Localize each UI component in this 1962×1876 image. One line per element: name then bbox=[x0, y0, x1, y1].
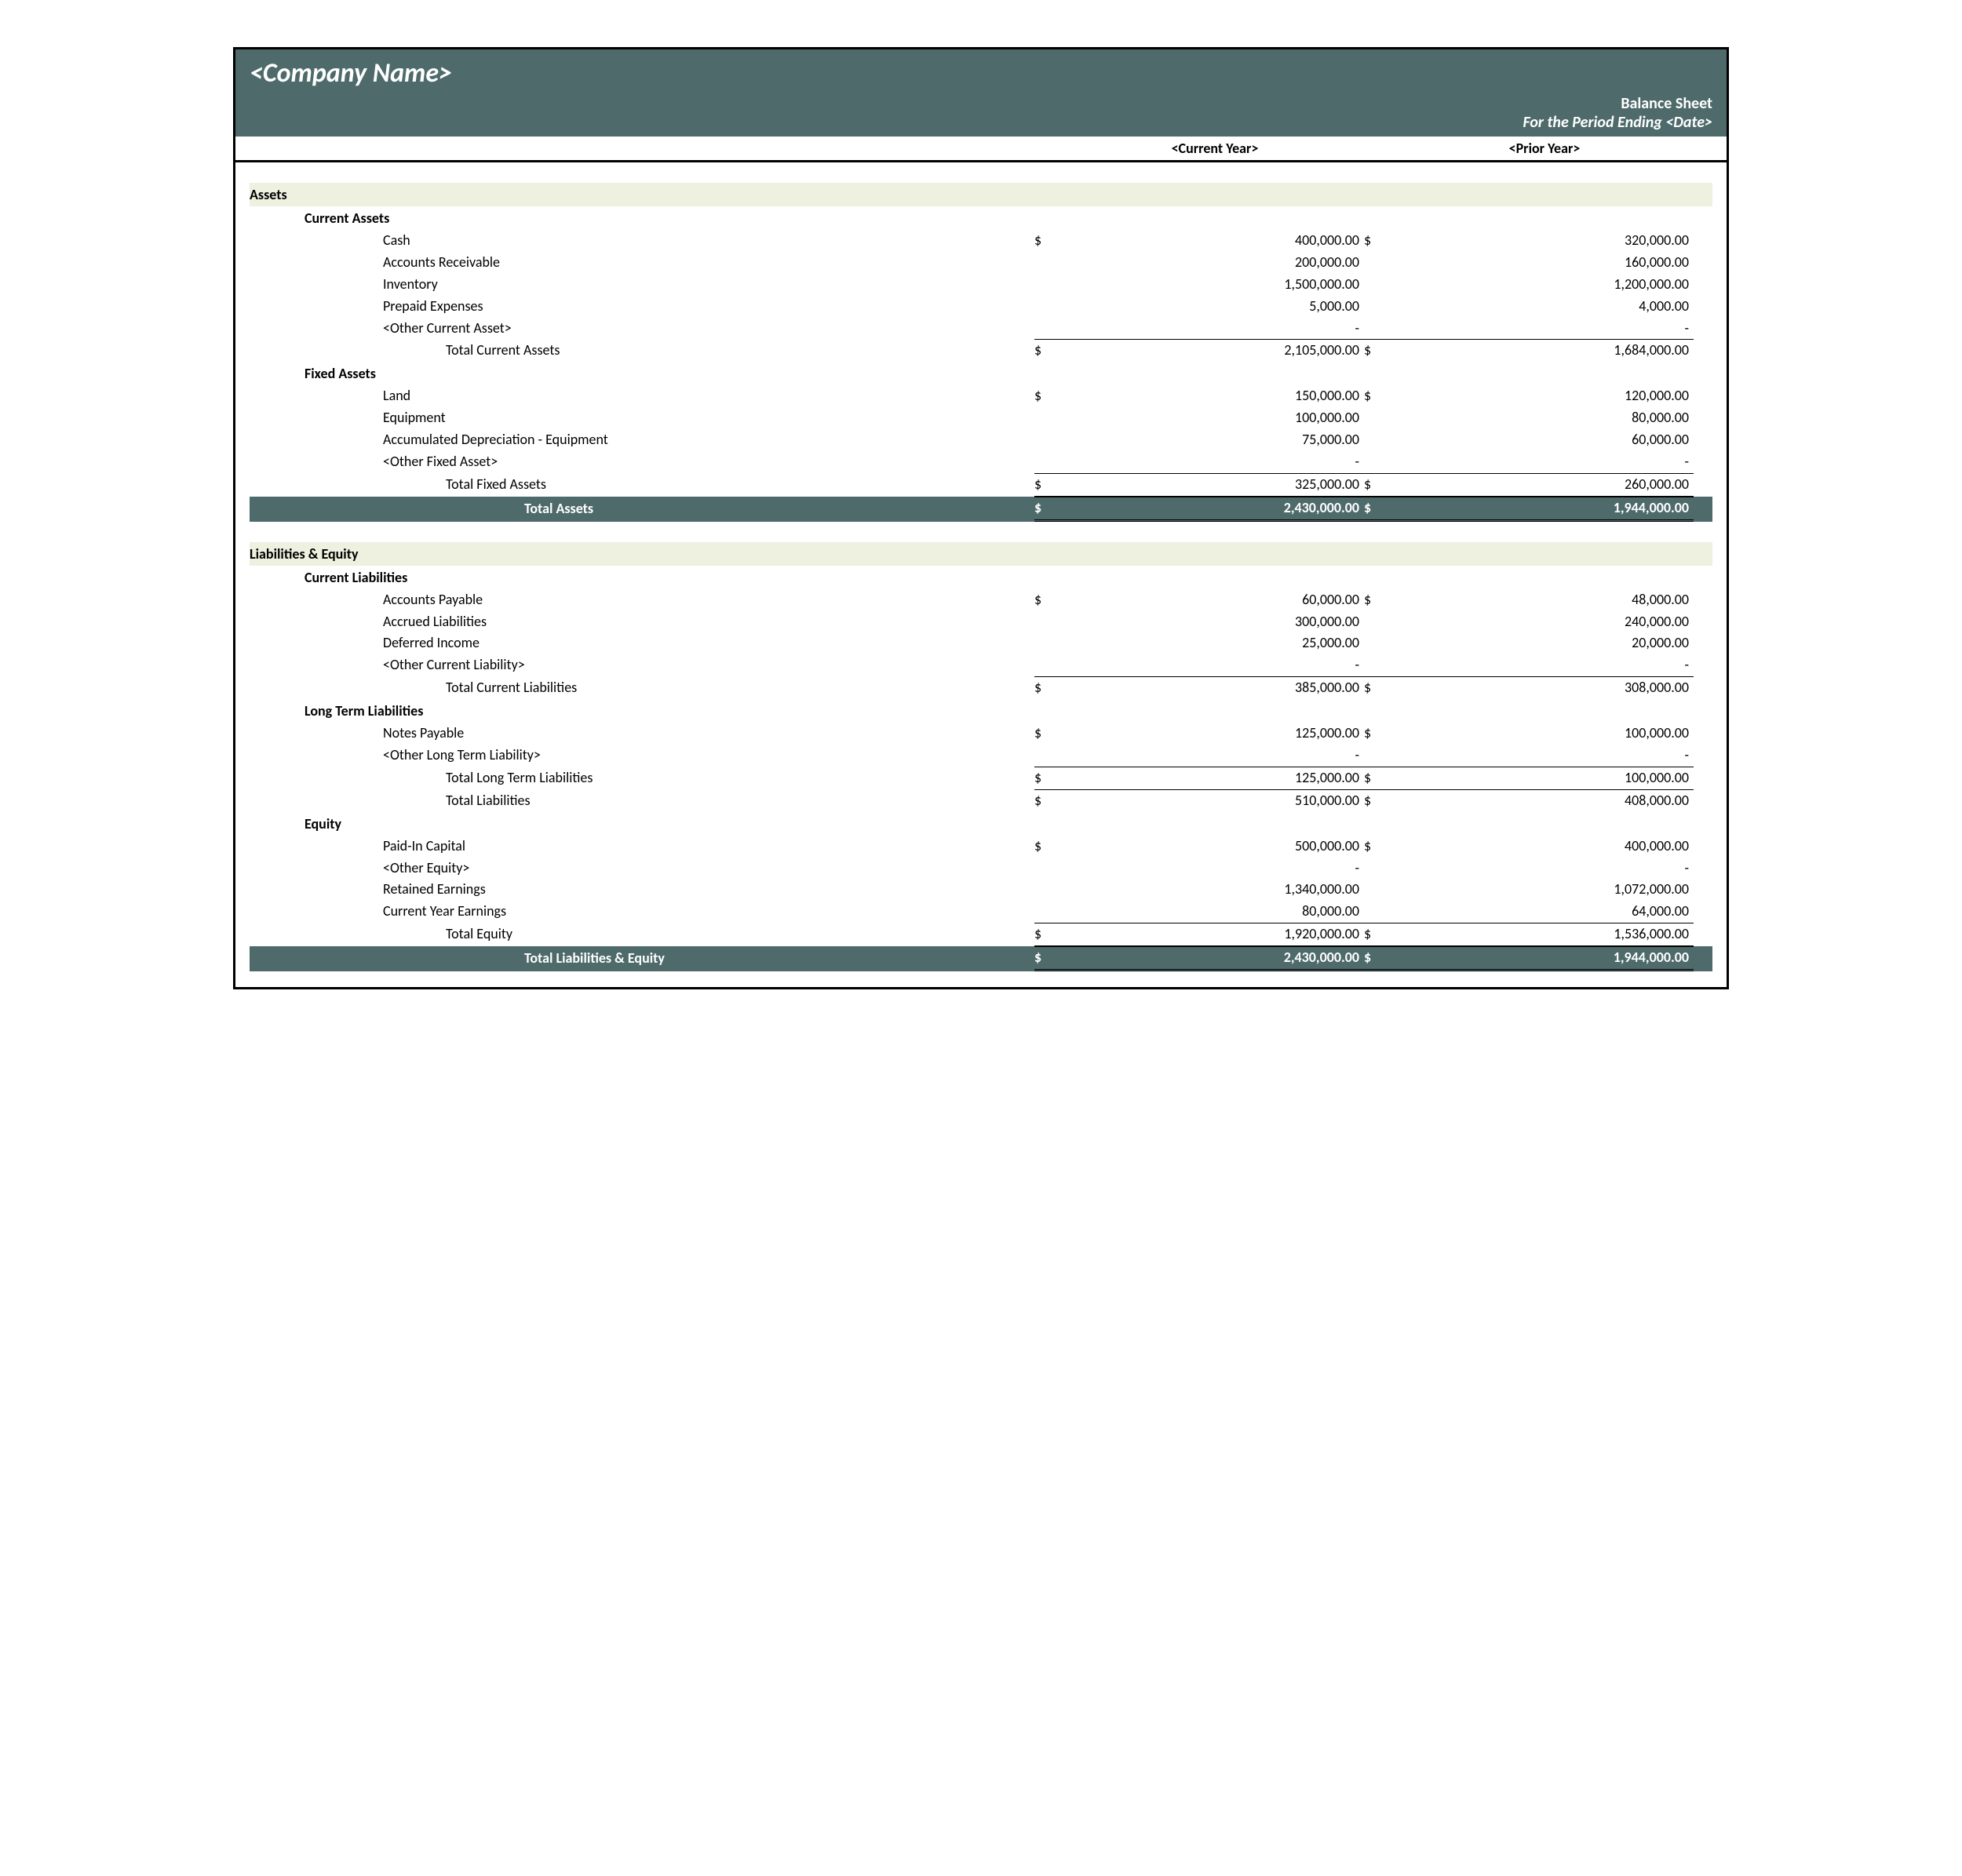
subhead-long-term-liabilities: Long Term Liabilities bbox=[250, 699, 1712, 723]
section-assets: Assets bbox=[250, 183, 1712, 206]
row-accdep: Accumulated Depreciation - Equipment 75,… bbox=[250, 429, 1712, 451]
col-prior-year: <Prior Year> bbox=[1395, 140, 1694, 157]
row-other-current-liability: <Other Current Liability> - - bbox=[250, 654, 1712, 676]
row-cash: Cash $ 400,000.00 $ 320,000.00 bbox=[250, 230, 1712, 252]
row-total-fixed-assets: Total Fixed Assets $325,000.00 $260,000.… bbox=[250, 473, 1712, 497]
row-other-current-asset: <Other Current Asset> - - bbox=[250, 318, 1712, 340]
sheet-header: <Company Name> Balance Sheet For the Per… bbox=[235, 49, 1727, 137]
subhead-current-assets: Current Assets bbox=[250, 206, 1712, 230]
subhead-fixed-assets: Fixed Assets bbox=[250, 362, 1712, 385]
row-equipment: Equipment 100,000.00 80,000.00 bbox=[250, 407, 1712, 429]
sheet-title: Balance Sheet bbox=[250, 94, 1712, 113]
row-accrued: Accrued Liabilities 300,000.00 240,000.0… bbox=[250, 611, 1712, 633]
row-paidin: Paid-In Capital $500,000.00 $400,000.00 bbox=[250, 836, 1712, 858]
row-total-liab-equity: Total Liabilities & Equity $2,430,000.00… bbox=[250, 946, 1712, 971]
row-ar: Accounts Receivable 200,000.00 160,000.0… bbox=[250, 252, 1712, 274]
row-total-assets: Total Assets $2,430,000.00 $1,944,000.00 bbox=[250, 497, 1712, 522]
balance-sheet: <Company Name> Balance Sheet For the Per… bbox=[233, 47, 1729, 989]
row-inventory: Inventory 1,500,000.00 1,200,000.00 bbox=[250, 274, 1712, 296]
row-total-current-liabilities: Total Current Liabilities $385,000.00 $3… bbox=[250, 676, 1712, 699]
row-total-equity: Total Equity $1,920,000.00 $1,536,000.00 bbox=[250, 923, 1712, 946]
row-cye: Current Year Earnings 80,000.00 64,000.0… bbox=[250, 901, 1712, 923]
row-land: Land $150,000.00 $120,000.00 bbox=[250, 385, 1712, 407]
row-ap: Accounts Payable $60,000.00 $48,000.00 bbox=[250, 589, 1712, 611]
row-other-equity: <Other Equity> - - bbox=[250, 858, 1712, 880]
row-notes-payable: Notes Payable $125,000.00 $100,000.00 bbox=[250, 723, 1712, 745]
header-subtitle: Balance Sheet For the Period Ending <Dat… bbox=[250, 94, 1712, 132]
row-deferred: Deferred Income 25,000.00 20,000.00 bbox=[250, 632, 1712, 654]
row-other-long-term-liability: <Other Long Term Liability> - - bbox=[250, 745, 1712, 767]
row-total-current-assets: Total Current Assets $2,105,000.00 $1,68… bbox=[250, 339, 1712, 362]
company-name: <Company Name> bbox=[250, 57, 1712, 89]
sheet-period: For the Period Ending <Date> bbox=[250, 113, 1712, 132]
row-total-long-term-liabilities: Total Long Term Liabilities $125,000.00 … bbox=[250, 767, 1712, 790]
row-retained: Retained Earnings 1,340,000.00 1,072,000… bbox=[250, 879, 1712, 901]
subhead-equity: Equity bbox=[250, 812, 1712, 836]
section-liab-equity: Liabilities & Equity bbox=[250, 542, 1712, 566]
subhead-current-liabilities: Current Liabilities bbox=[250, 566, 1712, 589]
sheet-body: Assets Current Assets Cash $ 400,000.00 … bbox=[235, 183, 1727, 987]
col-current-year: <Current Year> bbox=[1066, 140, 1364, 157]
row-other-fixed-asset: <Other Fixed Asset> - - bbox=[250, 451, 1712, 473]
column-headers: <Current Year> <Prior Year> bbox=[235, 137, 1727, 162]
row-prepaid: Prepaid Expenses 5,000.00 4,000.00 bbox=[250, 296, 1712, 318]
row-total-liabilities: Total Liabilities $510,000.00 $408,000.0… bbox=[250, 790, 1712, 812]
